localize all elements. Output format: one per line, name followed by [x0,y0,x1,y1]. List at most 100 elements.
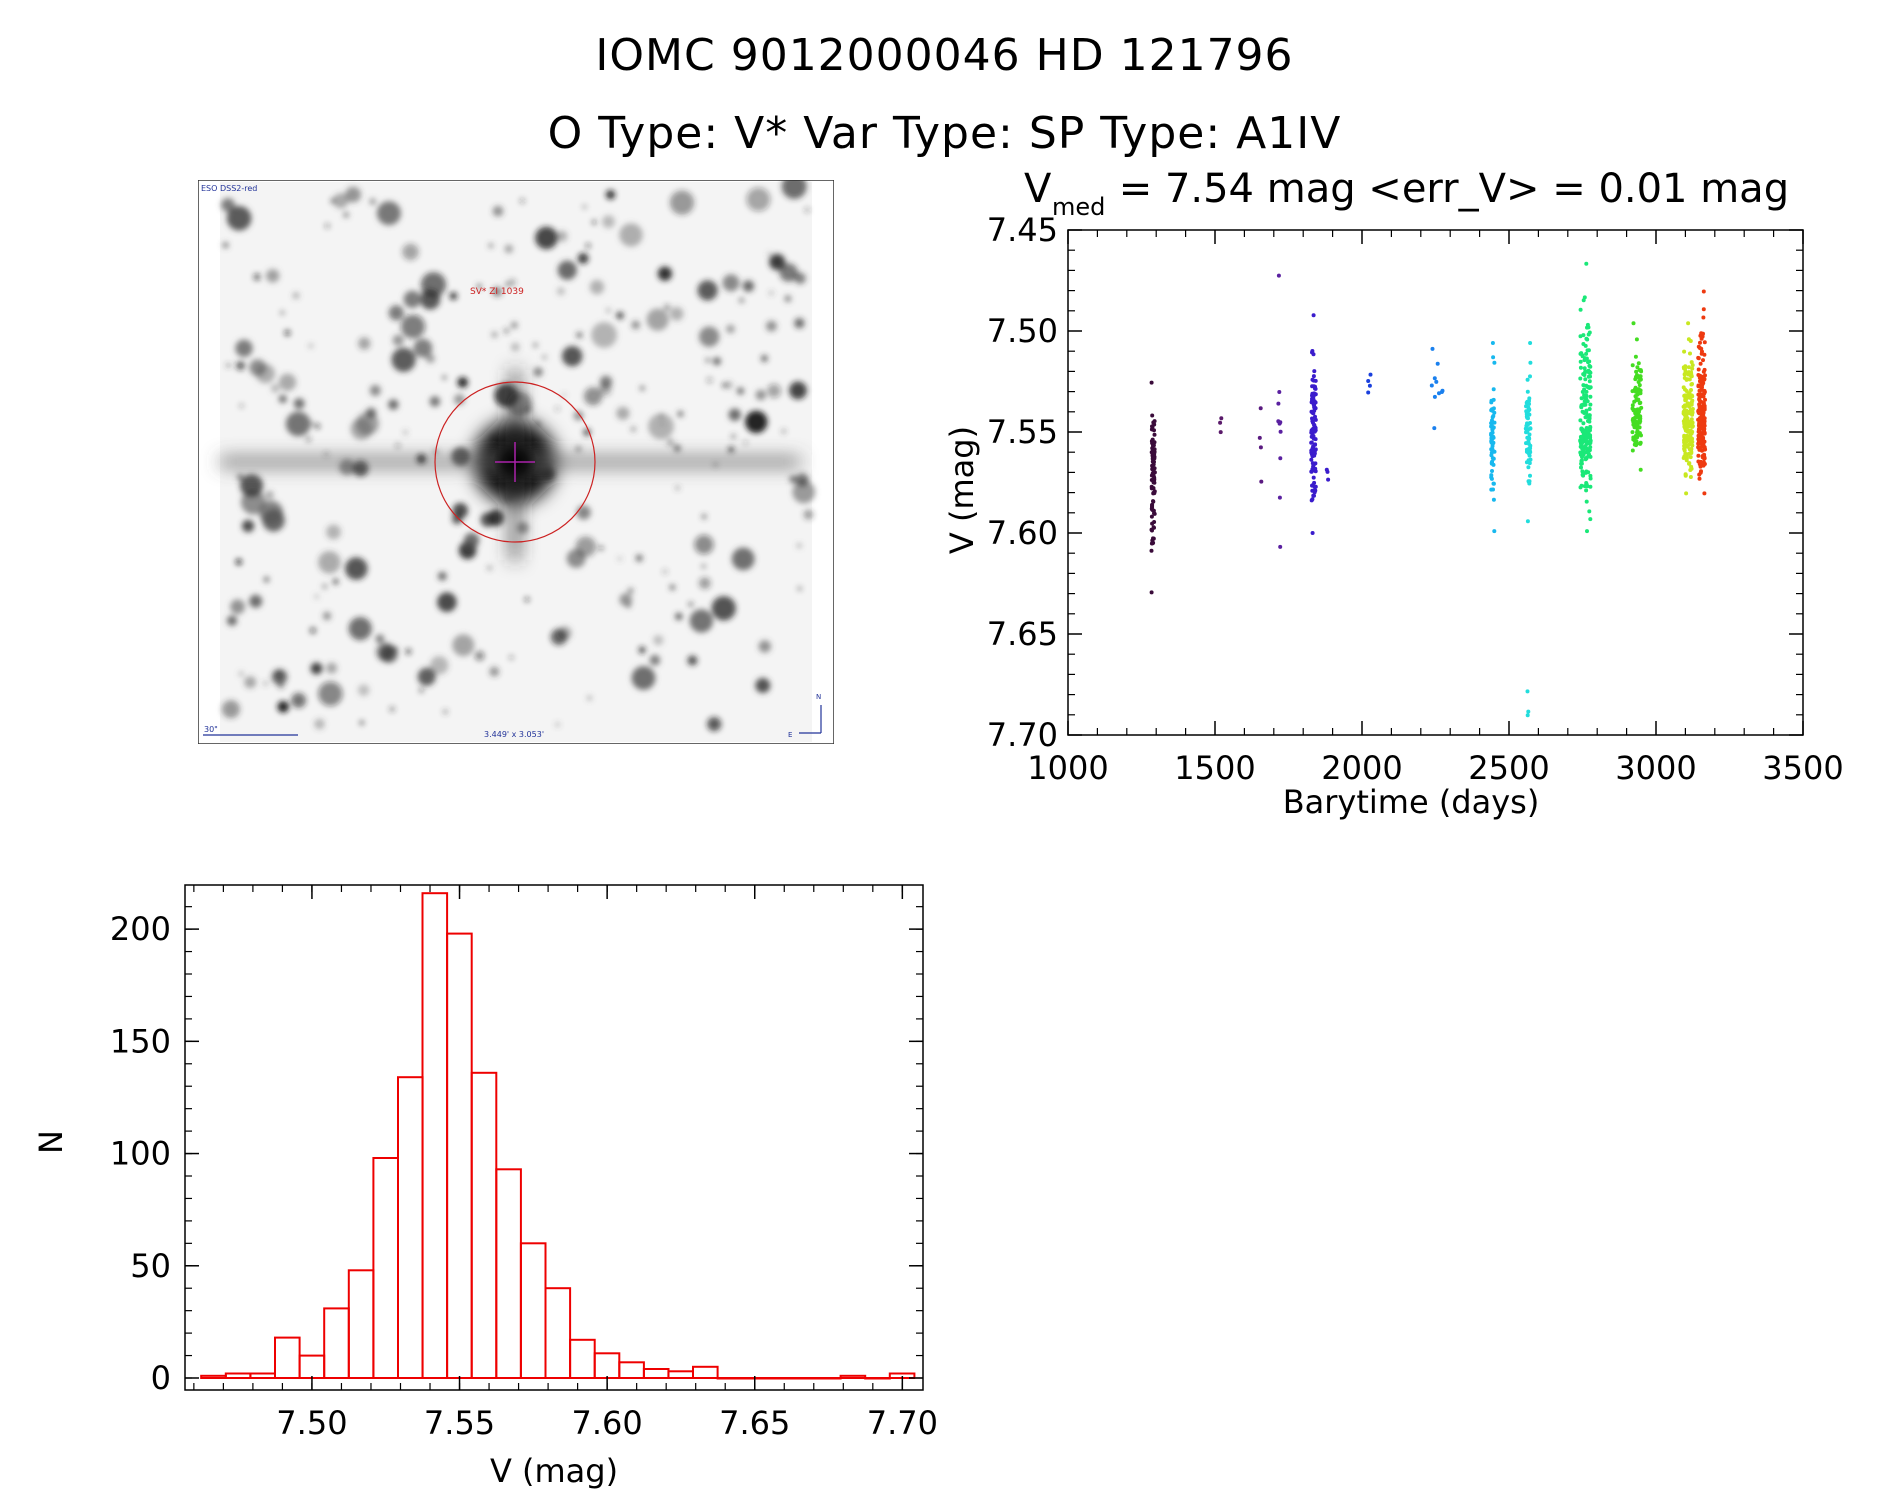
field-star [631,320,640,330]
field-star [240,474,264,498]
data-point [1490,459,1495,464]
data-point [1149,380,1154,385]
data-point [1313,484,1318,489]
field-star [359,720,365,725]
data-point [1686,337,1691,342]
data-point [1489,398,1494,403]
data-point [1637,390,1642,395]
data-point [1152,456,1157,461]
field-star [333,193,349,209]
field-star [535,226,558,250]
field-star [688,602,693,607]
field-star [573,410,584,421]
data-point [1434,379,1439,384]
field-star [616,406,630,420]
field-star [605,190,616,200]
data-point [1633,441,1638,446]
y-tick-label: 7.45 [987,211,1058,249]
data-point [1311,475,1316,480]
sky-image: ESO DSS2-red SV* ZI 1039 30" 3.449' x 3.… [197,173,835,745]
data-point [1528,374,1532,379]
histogram-bar [446,932,473,1379]
data-point [1579,426,1584,431]
data-point [1697,476,1702,481]
field-star [221,700,240,719]
data-point [1583,377,1588,382]
data-point [1525,389,1530,394]
data-point [1701,401,1706,405]
data-point [1683,387,1687,392]
field-star [376,642,395,662]
data-point [1689,417,1694,422]
field-star [326,662,338,674]
data-point [1633,354,1638,359]
histogram-bar [642,1368,670,1379]
field-star [235,361,246,371]
data-point [1688,475,1693,479]
data-point [1258,406,1263,411]
field-star [657,266,672,281]
field-star [728,446,734,453]
field-star [699,326,720,347]
field-star [541,354,547,360]
data-point [1149,514,1154,519]
field-star [305,436,311,442]
data-point [1490,426,1495,431]
light-curve-points [1149,261,1708,718]
field-star [507,391,532,417]
data-point [1150,528,1154,533]
histogram-bar [274,1336,301,1380]
data-point [1699,336,1704,341]
data-point [1152,428,1156,433]
data-point [1313,442,1318,447]
data-point [1681,404,1686,409]
field-star [293,398,305,409]
data-point [1437,391,1441,396]
chart-title-line2: O Type: V* Var Type: SP Type: A1IV [547,108,1342,159]
data-point [1582,366,1587,371]
x-tick-label: 7.60 [572,1404,643,1442]
data-point [1638,467,1643,472]
data-point [1588,394,1593,399]
data-point [1684,408,1689,413]
light-curve-title-sub: med [1052,193,1105,221]
data-point [1368,372,1373,377]
data-point [1696,373,1701,377]
x-tick-label: 7.70 [867,1404,938,1442]
north-east-arrows-icon [799,705,822,734]
field-star [326,524,341,540]
data-point [1696,427,1701,432]
data-point [1588,517,1593,522]
field-star [761,355,768,362]
data-point [1311,374,1316,379]
data-point [1701,443,1706,448]
x-tick-label: 7.55 [424,1404,495,1442]
field-star [318,551,341,574]
data-point [1310,461,1315,466]
field-star [325,223,330,228]
data-point [1582,399,1587,404]
data-point [1639,405,1644,410]
field-star [769,290,774,296]
data-point [1525,713,1530,718]
field-star [669,307,684,321]
data-point [1635,429,1640,434]
field-star [795,473,809,487]
data-point [1631,420,1636,424]
data-point [1582,393,1587,398]
y-tick-label: 100 [110,1135,171,1173]
field-star [476,284,482,289]
histogram-bars [200,892,916,1380]
data-point [1526,436,1531,441]
field-star [616,311,624,320]
field-star [343,212,349,218]
data-point [1524,460,1529,465]
data-point [1583,444,1588,448]
field-star [675,612,683,621]
data-point [1701,315,1706,320]
data-point [1528,426,1533,431]
histogram-bar [298,1354,326,1380]
field-star [492,286,503,297]
data-point [1580,469,1585,474]
field-star [314,718,325,730]
